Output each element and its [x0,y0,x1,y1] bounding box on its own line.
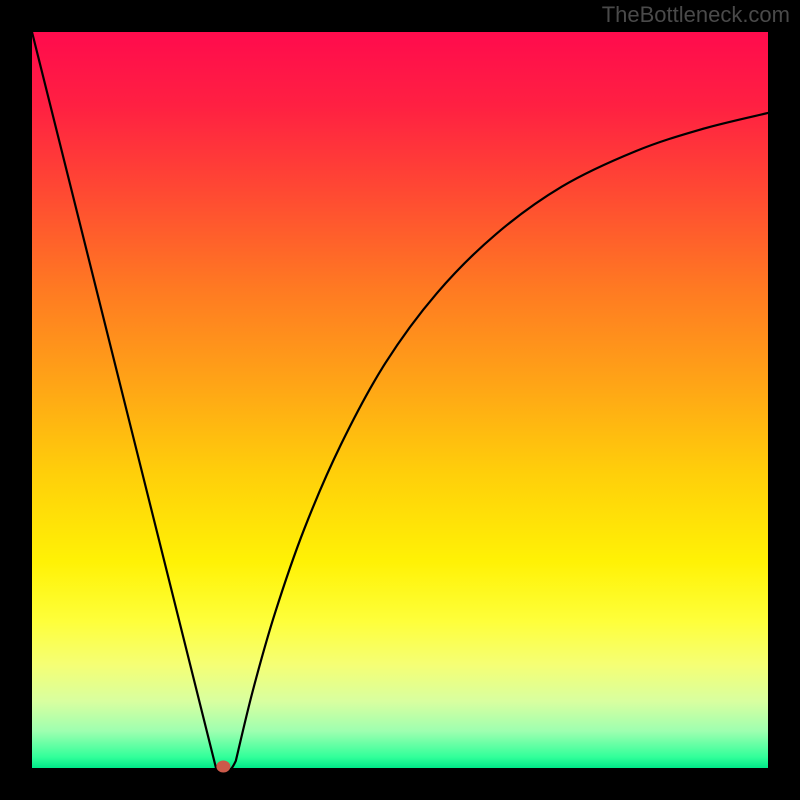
optimum-marker [216,761,230,773]
figure-root: TheBottleneck.com [0,0,800,800]
watermark-text: TheBottleneck.com [602,2,790,28]
chart-svg [0,0,800,800]
